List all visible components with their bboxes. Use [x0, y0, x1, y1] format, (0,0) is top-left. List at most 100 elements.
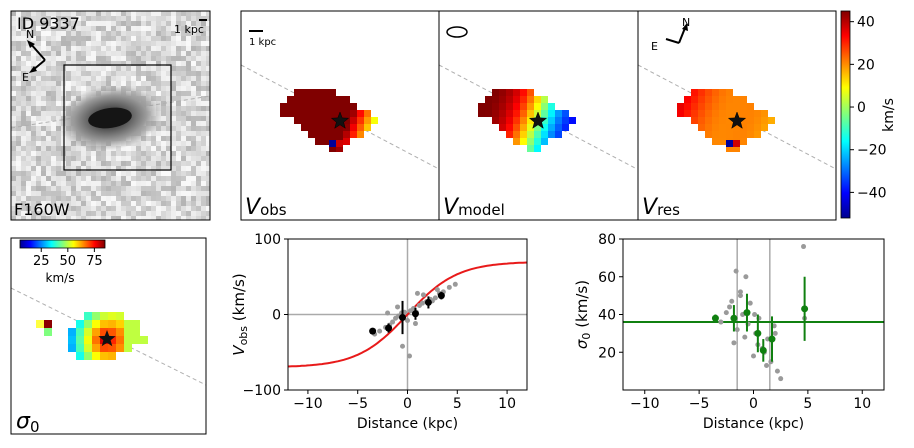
velocity-spaxel [754, 124, 761, 131]
noise-pixel [206, 201, 210, 206]
noise-pixel [206, 81, 210, 86]
noise-pixel [56, 26, 61, 31]
noise-pixel [76, 56, 81, 61]
noise-pixel [66, 16, 71, 21]
noise-pixel [171, 91, 176, 96]
noise-pixel [176, 201, 181, 206]
center-star [98, 330, 116, 347]
noise-pixel [156, 196, 161, 201]
sigma-spaxel [76, 320, 84, 328]
noise-pixel [46, 71, 51, 76]
noise-pixel [176, 31, 181, 36]
noise-pixel [96, 76, 101, 81]
velocity-spaxel [329, 145, 336, 152]
noise-pixel [66, 161, 71, 166]
noise-pixel [16, 31, 21, 36]
noise-pixel [206, 186, 210, 191]
noise-pixel [26, 56, 31, 61]
noise-pixel [206, 71, 210, 76]
spaxel-point [772, 330, 778, 336]
noise-pixel [126, 51, 131, 56]
noise-pixel [41, 116, 46, 121]
velocity-spaxel [534, 96, 541, 103]
velocity-spaxel [548, 124, 555, 131]
noise-pixel [116, 186, 121, 191]
noise-pixel [131, 66, 136, 71]
noise-pixel [106, 176, 111, 181]
velocity-spaxel [520, 131, 527, 138]
noise-pixel [71, 186, 76, 191]
noise-pixel [106, 51, 111, 56]
noise-pixel [81, 66, 86, 71]
noise-pixel [81, 201, 86, 206]
noise-pixel [81, 176, 86, 181]
noise-pixel [151, 46, 156, 51]
velocity-spaxel [506, 110, 513, 117]
velocity-spaxel [541, 103, 548, 110]
velocity-spaxel [712, 110, 719, 117]
noise-pixel [131, 61, 136, 66]
noise-pixel [71, 196, 76, 201]
noise-pixel [56, 206, 61, 211]
velocity-spaxel [343, 124, 350, 131]
noise-pixel [41, 51, 46, 56]
spaxel-point [414, 290, 420, 296]
noise-pixel [26, 96, 31, 101]
velocity-spaxel [492, 110, 499, 117]
noise-pixel [36, 36, 41, 41]
noise-pixel [46, 11, 51, 16]
noise-pixel [76, 191, 81, 196]
noise-pixel [146, 76, 151, 81]
filter-label: F160W [14, 200, 70, 219]
noise-pixel [81, 81, 86, 86]
noise-pixel [201, 16, 206, 21]
velocity-spaxel [541, 110, 548, 117]
noise-pixel [116, 76, 121, 81]
noise-pixel [66, 191, 71, 196]
velocity-spaxel [478, 103, 485, 110]
velocity-spaxel [733, 131, 740, 138]
noise-pixel [31, 141, 36, 146]
noise-pixel [176, 26, 181, 31]
noise-pixel [141, 196, 146, 201]
noise-pixel [176, 36, 181, 41]
noise-pixel [191, 76, 196, 81]
noise-pixel [206, 111, 210, 116]
noise-pixel [61, 21, 66, 26]
image-compass: N E [22, 28, 46, 84]
noise-pixel [191, 91, 196, 96]
noise-pixel [26, 81, 31, 86]
noise-pixel [31, 201, 36, 206]
noise-pixel [176, 176, 181, 181]
velocity-spaxel [315, 138, 322, 145]
noise-pixel [21, 66, 26, 71]
spaxel-point [742, 334, 748, 340]
noise-pixel [31, 191, 36, 196]
noise-pixel [136, 141, 141, 146]
noise-pixel [111, 46, 116, 51]
noise-pixel [171, 76, 176, 81]
noise-pixel [141, 41, 146, 46]
noise-pixel [46, 26, 51, 31]
noise-pixel [161, 41, 166, 46]
noise-pixel [181, 46, 186, 51]
noise-pixel [46, 36, 51, 41]
noise-pixel [86, 196, 91, 201]
noise-pixel [186, 21, 191, 26]
noise-pixel [41, 36, 46, 41]
noise-pixel [171, 46, 176, 51]
noise-pixel [36, 156, 41, 161]
velocity-spaxel [364, 117, 371, 124]
noise-pixel [51, 141, 56, 146]
noise-pixel [91, 171, 96, 176]
velocity-spaxel [315, 103, 322, 110]
noise-pixel [106, 186, 111, 191]
noise-pixel [111, 71, 116, 76]
spaxel-point [452, 281, 458, 287]
noise-pixel [196, 71, 201, 76]
noise-pixel [191, 21, 196, 26]
noise-pixel [101, 191, 106, 196]
noise-pixel [76, 146, 81, 151]
velocity-spaxel [329, 140, 336, 147]
noise-pixel [31, 146, 36, 151]
